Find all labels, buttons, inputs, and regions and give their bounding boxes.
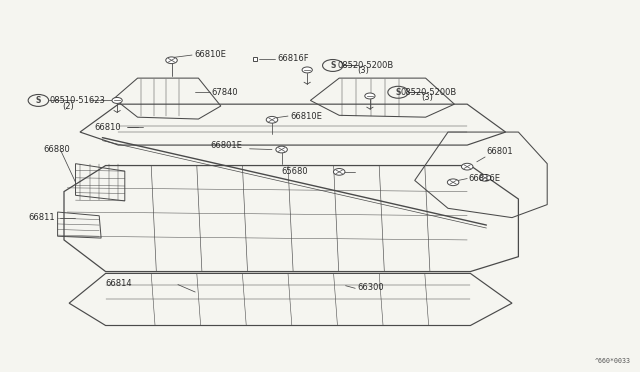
Text: 66811: 66811 <box>29 213 56 222</box>
Text: ^660*0033: ^660*0033 <box>595 358 630 364</box>
Circle shape <box>365 93 375 99</box>
Circle shape <box>333 169 345 175</box>
Circle shape <box>479 174 491 181</box>
Circle shape <box>266 116 278 123</box>
Text: 65680: 65680 <box>282 167 308 176</box>
Text: (2): (2) <box>63 102 74 111</box>
Text: (3): (3) <box>357 66 369 75</box>
Text: S: S <box>36 96 41 105</box>
Text: 66816F: 66816F <box>277 54 308 63</box>
Text: 66810E: 66810E <box>290 112 322 121</box>
Text: (3): (3) <box>421 93 433 102</box>
Circle shape <box>461 163 473 170</box>
Text: 08520-5200B: 08520-5200B <box>338 61 394 70</box>
Text: 66801: 66801 <box>486 147 513 156</box>
Text: 08510-51623: 08510-51623 <box>50 96 106 105</box>
Text: S: S <box>330 61 335 70</box>
Circle shape <box>276 146 287 153</box>
Text: S: S <box>396 88 401 97</box>
Text: 66880: 66880 <box>44 145 70 154</box>
Text: 66300: 66300 <box>357 283 384 292</box>
Text: 66801E: 66801E <box>210 141 242 150</box>
Text: 66816E: 66816E <box>468 174 500 183</box>
Circle shape <box>166 57 177 64</box>
Text: 67840: 67840 <box>211 88 238 97</box>
Text: 08520-5200B: 08520-5200B <box>401 88 457 97</box>
Text: 66814: 66814 <box>106 279 132 288</box>
Circle shape <box>302 67 312 73</box>
Circle shape <box>447 179 459 186</box>
Text: 66810E: 66810E <box>194 50 226 59</box>
Text: 66810: 66810 <box>95 123 122 132</box>
Circle shape <box>112 97 122 103</box>
